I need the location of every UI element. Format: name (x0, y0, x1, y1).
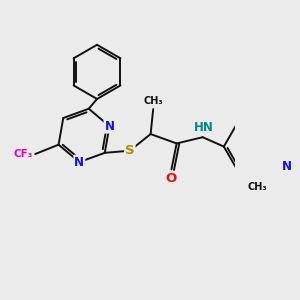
Text: S: S (125, 144, 135, 157)
Text: O: O (166, 172, 177, 185)
Text: N: N (104, 120, 115, 133)
Text: CF₃: CF₃ (14, 149, 33, 159)
Text: N: N (74, 156, 84, 169)
Text: HN: HN (194, 121, 214, 134)
Text: N: N (282, 160, 292, 173)
Text: CH₃: CH₃ (248, 182, 267, 192)
Text: CH₃: CH₃ (143, 96, 163, 106)
